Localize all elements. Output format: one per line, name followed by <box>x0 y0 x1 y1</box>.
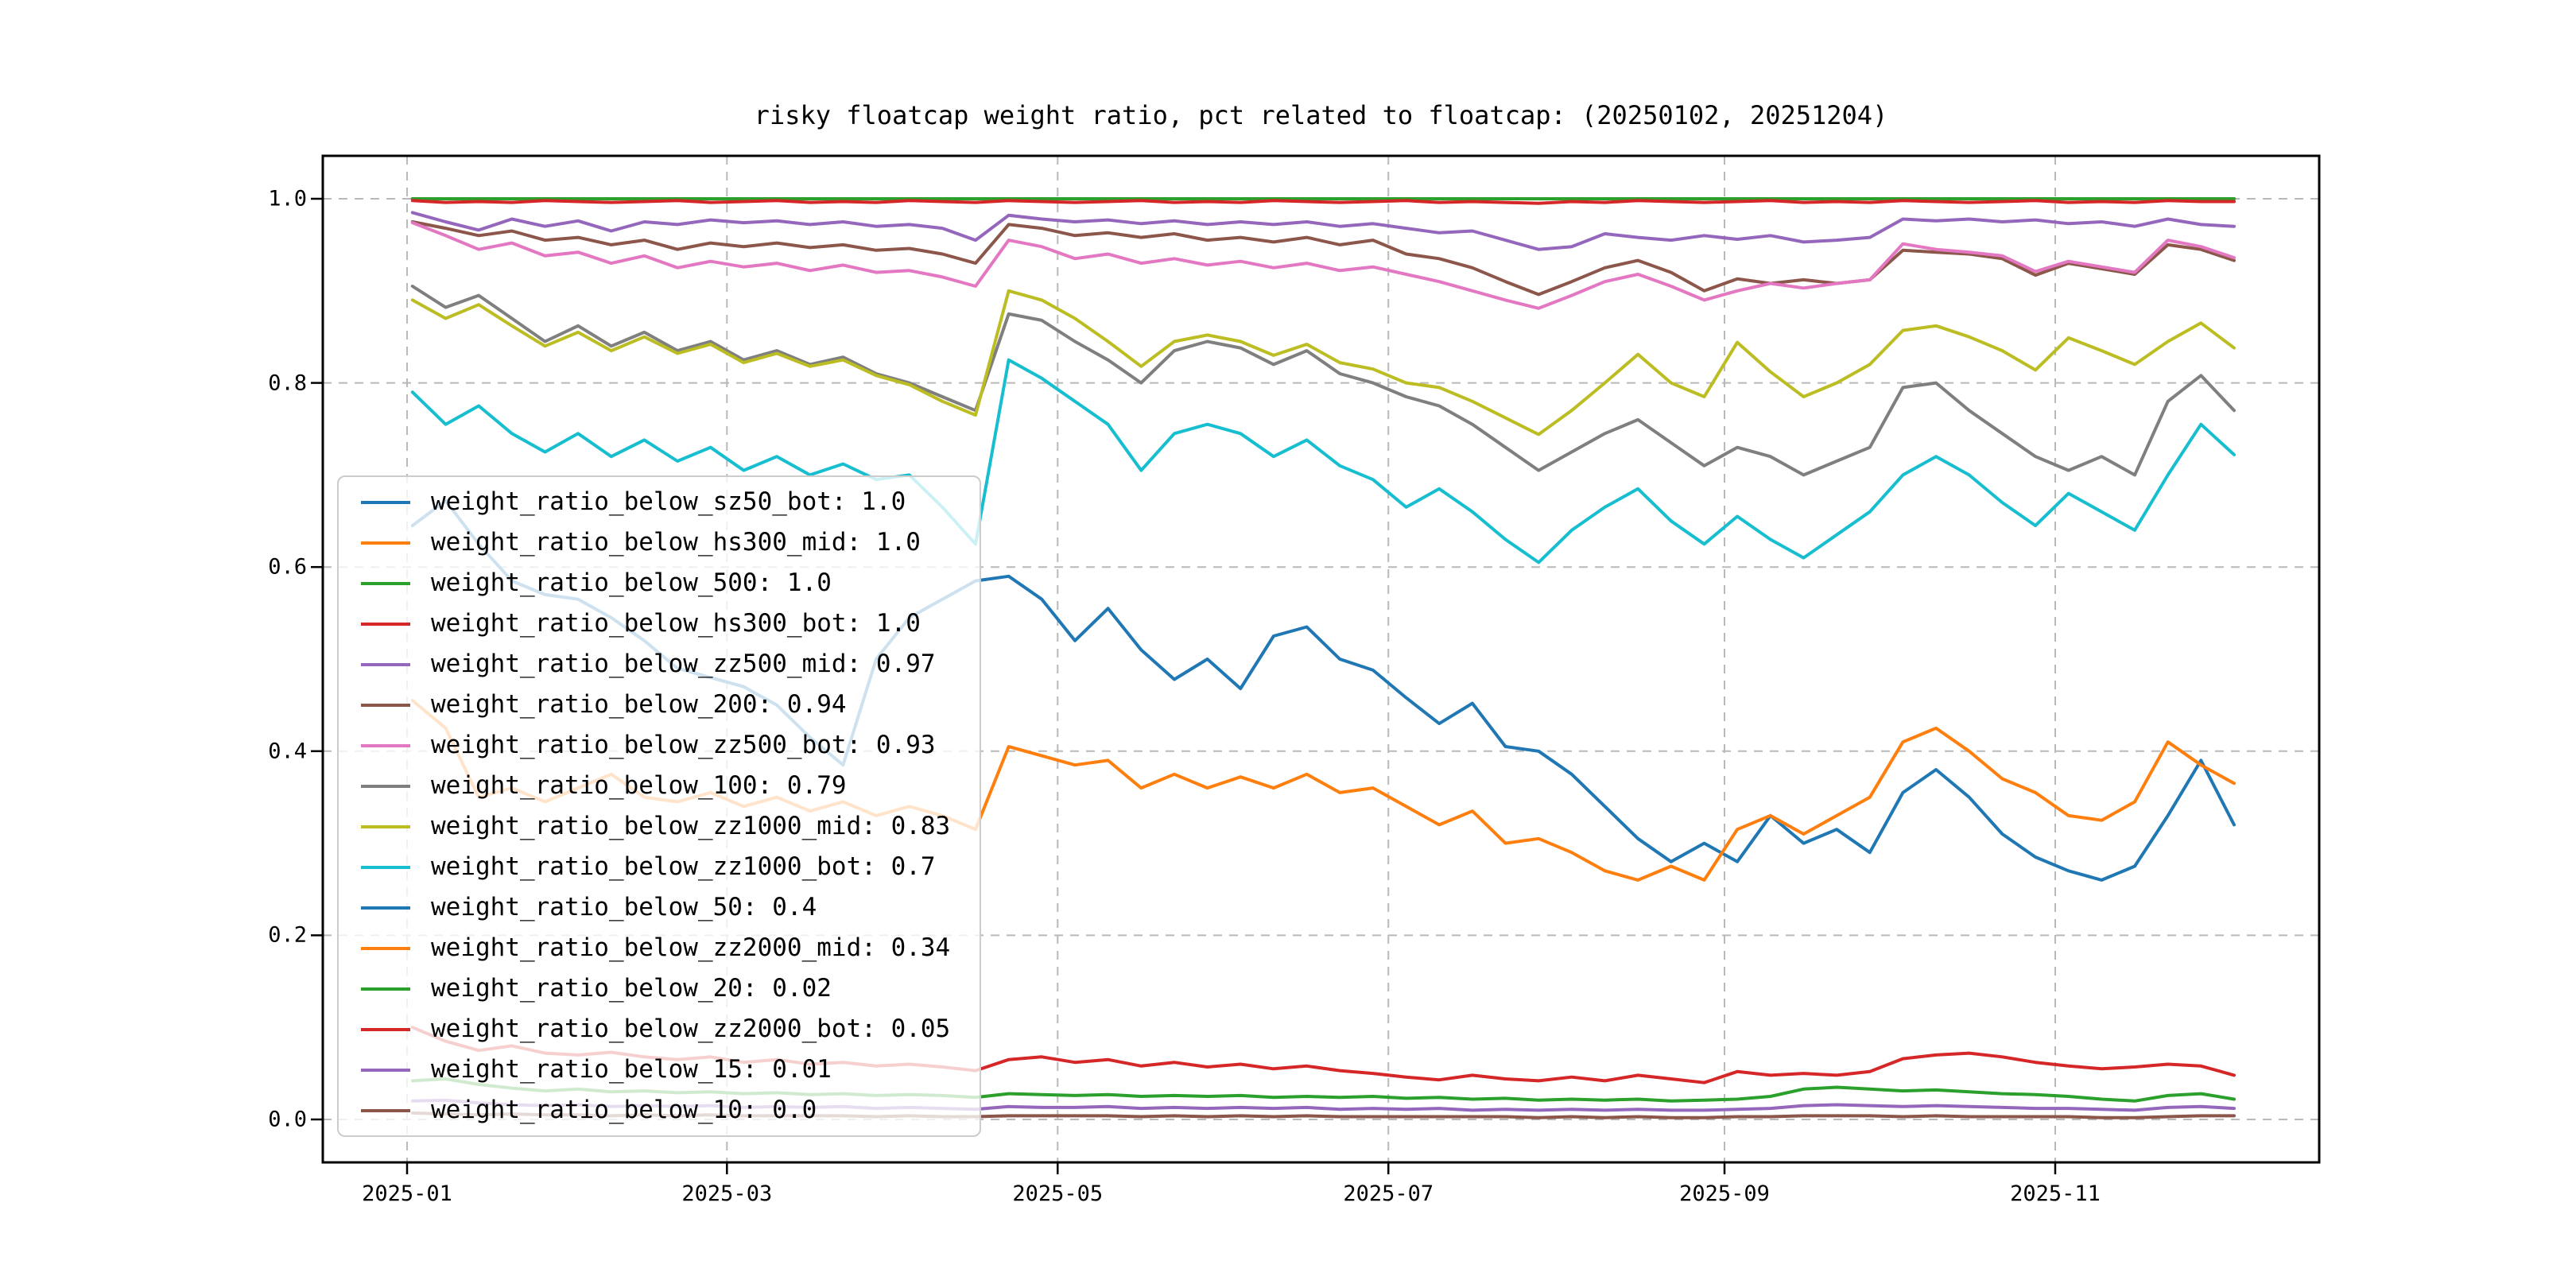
legend-item-label: weight_ratio_below_10: 0.0 <box>431 1096 817 1124</box>
legend-line-swatch <box>361 946 410 950</box>
legend-item-label: weight_ratio_below_zz500_mid: 0.97 <box>431 650 936 678</box>
x-tick-label: 2025-11 <box>2010 1181 2101 1206</box>
legend-item-15: weight_ratio_below_15: 0.01 <box>339 1049 980 1090</box>
series-line-weight_ratio_below_100 <box>410 285 2236 477</box>
legend-item-50: weight_ratio_below_50: 0.4 <box>339 887 980 928</box>
legend-item-hs300-mid: weight_ratio_below_hs300_mid: 1.0 <box>339 522 980 563</box>
y-tick-label: 0.0 <box>268 1107 307 1132</box>
legend-line-swatch <box>361 784 410 788</box>
series-line-weight_ratio_below_zz500_mid <box>410 211 2236 251</box>
legend-item-label: weight_ratio_below_200: 0.94 <box>431 690 847 719</box>
legend-item-500: weight_ratio_below_500: 1.0 <box>339 563 980 603</box>
y-tick-label: 0.8 <box>268 370 307 396</box>
legend-line-swatch <box>361 865 410 869</box>
x-tick-label: 2025-09 <box>1679 1181 1770 1206</box>
y-tick-label: 1.0 <box>268 186 307 211</box>
y-tick-label: 0.6 <box>268 554 307 580</box>
legend-item-10: weight_ratio_below_10: 0.0 <box>339 1090 980 1131</box>
legend-line-swatch <box>361 1108 410 1112</box>
legend-item-label: weight_ratio_below_zz1000_bot: 0.7 <box>431 852 936 881</box>
legend-line-swatch <box>361 662 410 666</box>
y-tick-label: 0.4 <box>268 739 307 764</box>
legend-item-label: weight_ratio_below_zz2000_mid: 0.34 <box>431 933 951 962</box>
series-line-weight_ratio_below_200 <box>410 220 2236 297</box>
x-tick-label: 2025-03 <box>681 1181 773 1206</box>
legend-item-zz2000-mid: weight_ratio_below_zz2000_mid: 0.34 <box>339 928 980 968</box>
legend-item-hs300-bot: weight_ratio_below_hs300_bot: 1.0 <box>339 603 980 644</box>
x-tick-label: 2025-01 <box>362 1181 452 1206</box>
legend-line-swatch <box>361 906 410 910</box>
legend-item-zz2000-bot: weight_ratio_below_zz2000_bot: 0.05 <box>339 1009 980 1049</box>
legend-item-zz1000-bot: weight_ratio_below_zz1000_bot: 0.7 <box>339 847 980 887</box>
legend-item-label: weight_ratio_below_zz2000_bot: 0.05 <box>431 1014 951 1043</box>
series-line-weight_ratio_below_zz1000_bot <box>410 358 2236 564</box>
legend-line-swatch <box>361 581 410 585</box>
legend-item-label: weight_ratio_below_sz50_bot: 1.0 <box>431 487 906 516</box>
legend-line-swatch <box>361 1068 410 1072</box>
series-line-weight_ratio_below_hs300_bot <box>410 199 2236 205</box>
legend-item-zz1000-mid: weight_ratio_below_zz1000_mid: 0.83 <box>339 806 980 847</box>
legend-item-sz50-bot: weight_ratio_below_sz50_bot: 1.0 <box>339 482 980 522</box>
legend-item-label: weight_ratio_below_20: 0.02 <box>431 974 832 1003</box>
legend-line-swatch <box>361 500 410 504</box>
legend-line-swatch <box>361 703 410 707</box>
series-line-weight_ratio_below_zz1000_mid <box>410 289 2236 436</box>
legend-line-swatch <box>361 824 410 828</box>
legend-item-20: weight_ratio_below_20: 0.02 <box>339 968 980 1009</box>
legend-item-label: weight_ratio_below_500: 1.0 <box>431 568 832 597</box>
legend-item-label: weight_ratio_below_15: 0.01 <box>431 1055 832 1084</box>
legend-item-label: weight_ratio_below_hs300_mid: 1.0 <box>431 528 921 557</box>
legend-item-100: weight_ratio_below_100: 0.79 <box>339 766 980 806</box>
x-tick-label: 2025-07 <box>1343 1181 1434 1206</box>
y-tick-label: 0.2 <box>268 922 307 948</box>
legend-line-swatch <box>361 622 410 626</box>
legend-item-label: weight_ratio_below_zz500_bot: 0.93 <box>431 731 936 759</box>
legend-line-swatch <box>361 1027 410 1031</box>
legend-line-swatch <box>361 743 410 747</box>
chart-title: risky floatcap weight ratio, pct related… <box>754 100 1888 130</box>
legend-line-swatch <box>361 987 410 991</box>
legend-item-label: weight_ratio_below_100: 0.79 <box>431 771 847 800</box>
legend-item-label: weight_ratio_below_hs300_bot: 1.0 <box>431 609 921 638</box>
legend-item-zz500-mid: weight_ratio_below_zz500_mid: 0.97 <box>339 644 980 685</box>
legend-line-swatch <box>361 541 410 545</box>
x-tick-label: 2025-05 <box>1012 1181 1104 1206</box>
legend: weight_ratio_below_sz50_bot: 1.0 weight_… <box>337 475 981 1137</box>
legend-item-label: weight_ratio_below_zz1000_mid: 0.83 <box>431 812 951 840</box>
legend-item-label: weight_ratio_below_50: 0.4 <box>431 893 817 921</box>
legend-item-200: weight_ratio_below_200: 0.94 <box>339 685 980 725</box>
series-line-weight_ratio_below_zz500_bot <box>410 221 2236 310</box>
legend-item-zz500-bot: weight_ratio_below_zz500_bot: 0.93 <box>339 725 980 766</box>
